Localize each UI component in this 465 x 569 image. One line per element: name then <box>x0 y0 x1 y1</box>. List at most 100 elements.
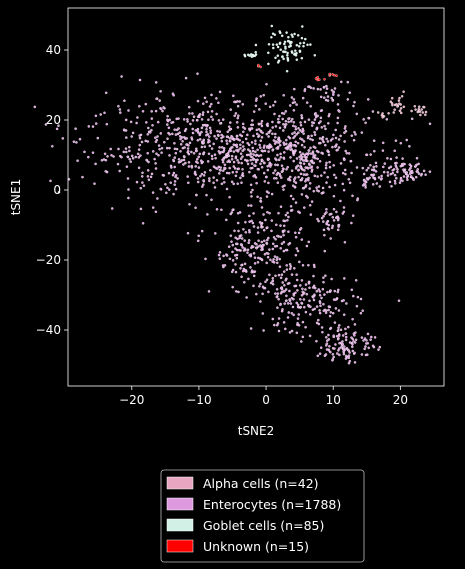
data-point <box>261 225 264 229</box>
data-point <box>334 298 337 301</box>
data-point <box>127 109 130 112</box>
data-point <box>253 164 256 167</box>
data-point <box>414 175 418 179</box>
data-point <box>242 267 246 271</box>
data-point <box>331 311 335 315</box>
data-point <box>318 311 322 315</box>
data-point <box>262 213 265 216</box>
data-point <box>186 118 189 121</box>
data-point <box>277 136 280 140</box>
data-point <box>267 51 270 55</box>
data-point <box>293 135 297 138</box>
data-point <box>191 131 195 135</box>
data-point <box>343 241 347 244</box>
data-point <box>116 162 120 166</box>
data-point <box>323 171 326 174</box>
data-point <box>272 139 276 142</box>
data-point <box>316 114 319 118</box>
data-point <box>336 121 339 125</box>
data-point <box>232 182 235 186</box>
data-point <box>302 140 306 143</box>
data-point <box>134 155 138 159</box>
data-point <box>281 281 284 284</box>
data-point <box>171 92 175 95</box>
data-point <box>284 327 287 331</box>
data-point <box>278 114 281 118</box>
data-point <box>278 126 282 130</box>
data-point <box>295 133 298 136</box>
data-point <box>165 146 169 150</box>
data-point <box>261 244 264 248</box>
data-point <box>247 204 250 207</box>
data-point <box>307 178 310 182</box>
data-point <box>209 131 212 135</box>
data-point <box>331 358 335 361</box>
data-point <box>271 317 275 321</box>
data-point <box>281 55 284 59</box>
data-point <box>252 252 256 255</box>
data-point <box>301 96 305 100</box>
data-point <box>250 219 253 223</box>
data-point <box>393 108 396 111</box>
data-point <box>251 245 255 249</box>
data-point <box>303 89 306 93</box>
data-point <box>298 50 302 53</box>
data-point <box>166 123 169 126</box>
data-point <box>288 104 292 107</box>
data-point <box>333 289 337 293</box>
data-point <box>360 131 364 134</box>
data-point <box>311 138 314 142</box>
data-point <box>207 118 210 121</box>
data-point <box>257 128 261 131</box>
data-point <box>335 215 338 219</box>
data-point <box>256 226 260 229</box>
data-point <box>294 201 298 204</box>
data-point <box>118 169 121 173</box>
data-point <box>196 161 199 165</box>
data-point <box>315 186 318 189</box>
data-point <box>282 188 285 191</box>
data-point <box>210 93 213 97</box>
data-point <box>205 100 208 104</box>
data-point <box>352 104 355 108</box>
data-point <box>213 186 217 189</box>
data-point <box>308 182 312 185</box>
data-point <box>322 280 325 284</box>
data-point <box>291 184 295 187</box>
data-point <box>233 229 236 233</box>
data-point <box>359 311 363 315</box>
data-point <box>308 299 311 303</box>
data-point <box>342 352 346 356</box>
data-point <box>298 129 302 132</box>
data-point <box>243 262 247 266</box>
data-point <box>417 162 420 166</box>
data-point <box>394 164 398 167</box>
data-point <box>294 176 297 179</box>
data-point <box>195 147 198 151</box>
data-point <box>312 263 316 267</box>
data-point <box>327 153 331 157</box>
data-point <box>57 190 61 194</box>
data-point <box>304 157 308 161</box>
data-point <box>318 160 322 163</box>
data-point <box>124 147 128 150</box>
data-point <box>361 309 364 312</box>
data-point <box>323 293 326 296</box>
data-point <box>157 144 161 147</box>
data-point <box>221 118 225 121</box>
data-point <box>173 183 176 186</box>
data-point <box>271 282 275 286</box>
data-point <box>263 253 267 256</box>
data-point <box>232 94 235 98</box>
data-point <box>283 284 286 287</box>
data-point <box>302 41 306 45</box>
data-point <box>336 337 340 341</box>
data-point <box>227 171 231 175</box>
data-point <box>103 111 106 115</box>
scatter-points <box>33 24 432 365</box>
data-point <box>299 137 302 140</box>
data-point <box>318 293 322 297</box>
data-point <box>302 159 305 162</box>
data-point <box>293 185 297 189</box>
data-point <box>278 158 281 161</box>
